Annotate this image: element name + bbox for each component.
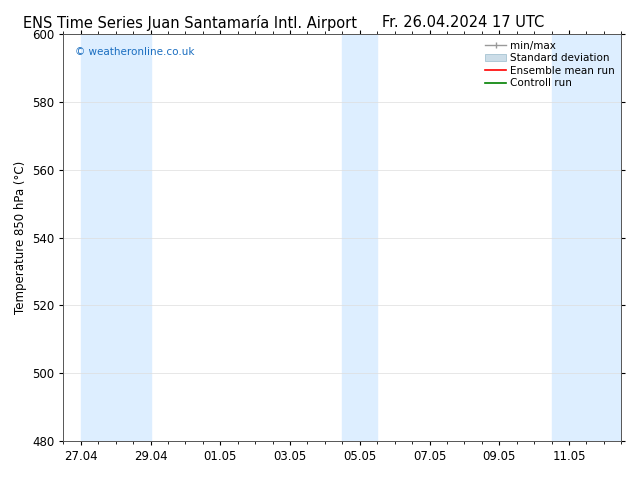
Text: ENS Time Series Juan Santamaría Intl. Airport: ENS Time Series Juan Santamaría Intl. Ai… <box>23 15 357 31</box>
Bar <box>342 34 377 441</box>
Bar <box>81 34 150 441</box>
Bar <box>552 34 621 441</box>
Text: Fr. 26.04.2024 17 UTC: Fr. 26.04.2024 17 UTC <box>382 15 544 30</box>
Text: © weatheronline.co.uk: © weatheronline.co.uk <box>75 47 194 56</box>
Legend: min/max, Standard deviation, Ensemble mean run, Controll run: min/max, Standard deviation, Ensemble me… <box>481 36 619 93</box>
Y-axis label: Temperature 850 hPa (°C): Temperature 850 hPa (°C) <box>13 161 27 314</box>
